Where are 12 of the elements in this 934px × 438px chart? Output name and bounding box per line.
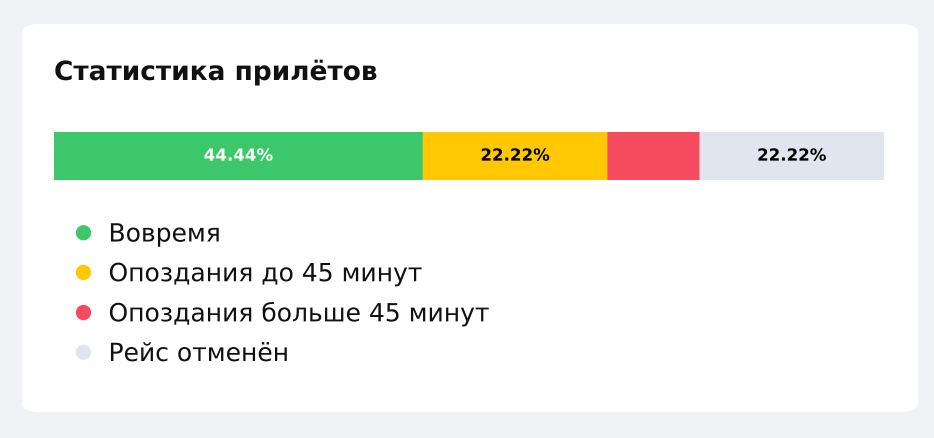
legend-label: Рейс отменён xyxy=(110,342,287,362)
bar xyxy=(54,132,423,180)
chart-title: Статистика прилётов xyxy=(55,60,376,86)
legend-label: Опоздания до 45 минут xyxy=(110,262,422,286)
bar xyxy=(422,132,608,180)
legend-label: Опоздания больше 45 минут xyxy=(110,302,489,327)
bar xyxy=(700,132,884,180)
data-label: 22.22% xyxy=(758,148,826,161)
bar xyxy=(607,132,700,180)
data-label: 22.22% xyxy=(482,148,550,161)
data-label: 44.44% xyxy=(204,148,273,161)
legend-label: Вовремя xyxy=(110,223,219,247)
